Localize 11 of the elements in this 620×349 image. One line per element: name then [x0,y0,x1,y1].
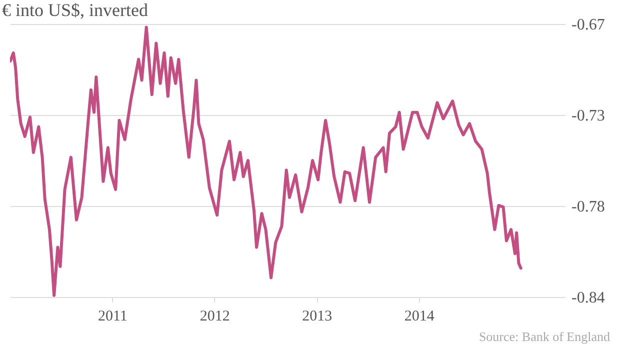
line-series [10,26,522,297]
y-tick-label: -0.84 [572,290,605,306]
x-tick-label: 2012 [200,308,230,324]
chart-title: € into US$, inverted [2,0,148,20]
x-tick-label: 2011 [98,308,128,324]
source-note: Source: Bank of England [478,329,610,344]
y-tick-label: -0.78 [572,198,605,216]
x-tick-label: 2014 [404,308,435,324]
x-tick-label: 2013 [302,308,332,324]
y-tick-label: -0.73 [572,108,605,125]
y-tick-label: -0.67 [572,16,605,34]
